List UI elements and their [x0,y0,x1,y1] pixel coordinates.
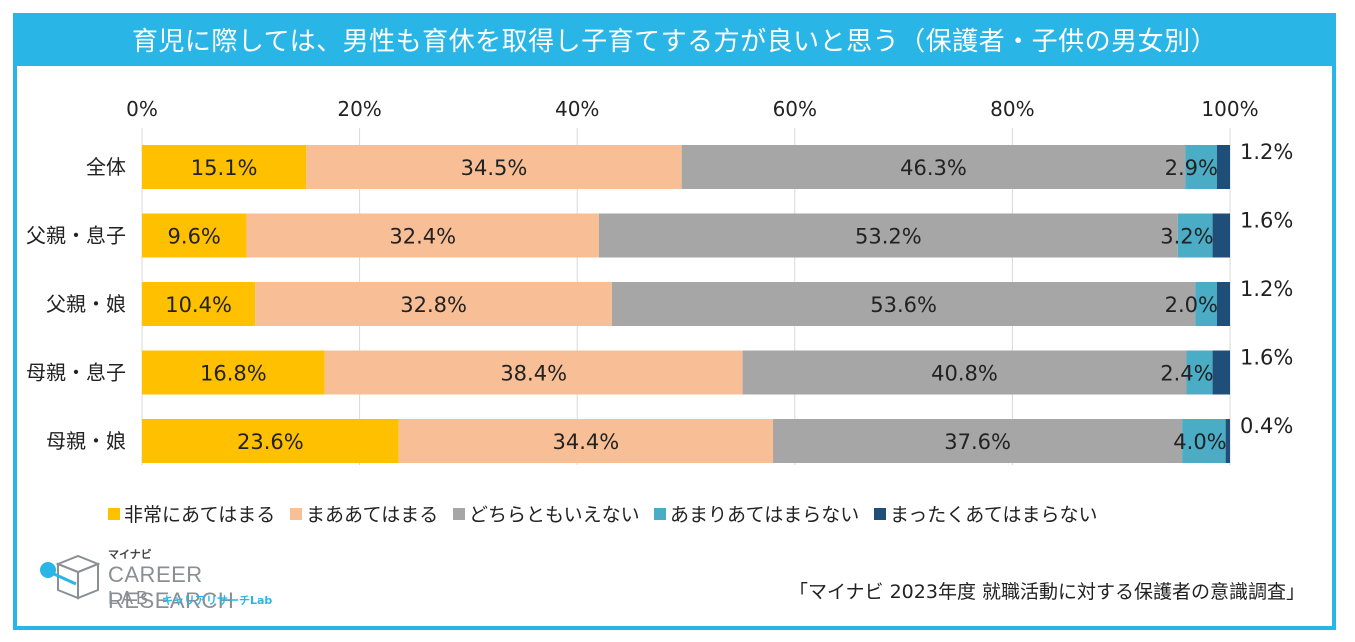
bar-s1-r1 [246,213,599,258]
bar-s4-r0 [1216,145,1230,189]
x-tick-label-4: 80% [990,97,1034,121]
data-label-s2-r3: 40.8% [931,362,998,386]
legend-swatch-4 [874,508,886,520]
data-label-s3-r0: 2.9% [1165,156,1218,180]
data-label-s4-r1: 1.6% [1240,209,1293,233]
data-label-s4-r3: 1.6% [1240,346,1293,370]
bar-s3-r1 [1177,213,1213,258]
bar-s4-r1 [1212,213,1230,258]
data-label-s2-r1: 53.2% [855,225,922,249]
career-research-lab-logo: マイナビ CAREER RESEARCH LAB キャリアリサーチLab [36,548,316,613]
data-label-s3-r1: 3.2% [1160,225,1213,249]
legend-swatch-1 [290,508,302,520]
data-label-s1-r0: 34.5% [461,156,528,180]
data-label-s1-r1: 32.4% [389,225,456,249]
data-label-s4-r2: 1.2% [1240,277,1293,301]
bar-s1-r0 [306,145,682,189]
source-note: 「マイナビ 2023年度 就職活動に対する保護者の意識調査」 [788,581,1305,603]
legend-swatch-3 [654,508,666,520]
bar-s0-r1 [142,213,247,258]
legend-label-0: 非常にあてはまる [124,504,275,526]
category-label-0: 全体 [86,155,126,179]
data-label-s2-r4: 37.6% [944,430,1011,454]
bar-s3-r4 [1182,419,1226,463]
category-label-3: 母親・息子 [26,361,126,385]
legend-label-3: あまりあてはまらない [670,504,859,526]
legend-label-1: まああてはまる [306,504,438,526]
data-label-s0-r2: 10.4% [165,293,232,317]
data-label-s4-r4: 0.4% [1240,414,1293,438]
bar-s0-r3 [142,350,325,395]
logo-line2: LAB [108,588,152,608]
x-tick-label-3: 60% [773,97,817,121]
data-label-s3-r3: 2.4% [1160,362,1213,386]
legend-swatch-2 [453,508,465,520]
legend-label-2: どちらともいえない [469,504,640,526]
bar-s1-r4 [398,419,774,463]
data-label-s3-r2: 2.0% [1165,293,1218,317]
data-label-s0-r1: 9.6% [168,225,221,249]
bar-s3-r2 [1195,282,1217,326]
data-label-s1-r4: 34.4% [553,430,620,454]
category-label-4: 母親・娘 [46,429,126,453]
bar-s2-r1 [598,213,1178,258]
bar-s1-r3 [324,350,743,395]
x-tick-label-0: 0% [126,97,158,121]
logo-kana: キャリアリサーチLab [162,594,273,607]
legend-swatch-0 [108,508,120,520]
bar-s2-r0 [681,145,1186,189]
bar-s4-r2 [1216,282,1230,326]
bar-s2-r3 [742,350,1187,395]
data-label-s0-r4: 23.6% [237,430,304,454]
data-label-s0-r3: 16.8% [200,362,267,386]
data-label-s2-r0: 46.3% [900,156,967,180]
logo-brand-small: マイナビ [108,548,152,561]
bar-s0-r0 [142,145,307,189]
data-label-s0-r0: 15.1% [191,156,258,180]
category-label-1: 父親・息子 [26,224,126,248]
logo-line1: CAREER RESEARCH [108,562,235,613]
bar-s1-r2 [255,282,613,326]
x-tick-label-5: 100% [1201,97,1258,121]
data-label-s3-r4: 4.0% [1173,430,1226,454]
bar-s4-r3 [1212,350,1230,395]
data-label-s2-r2: 53.6% [870,293,937,317]
bar-s3-r3 [1186,350,1213,395]
bar-s0-r4 [142,419,399,463]
x-tick-label-2: 40% [555,97,599,121]
data-label-s1-r2: 32.8% [400,293,467,317]
bar-s4-r4 [1225,419,1230,463]
bar-s2-r2 [612,282,1196,326]
chart-title: 育児に際しては、男性も育休を取得し子育てする方が良いと思う（保護者・子供の男女別… [13,13,1336,66]
bar-s2-r4 [773,419,1183,463]
bar-s3-r0 [1185,145,1217,189]
lab-cube-icon [40,554,100,600]
bar-s0-r2 [142,282,256,326]
category-label-2: 父親・娘 [46,292,126,316]
legend-label-4: まったくあてはまらない [890,504,1097,526]
x-tick-label-1: 20% [337,97,381,121]
data-label-s1-r3: 38.4% [500,362,567,386]
data-label-s4-r0: 1.2% [1240,140,1293,164]
